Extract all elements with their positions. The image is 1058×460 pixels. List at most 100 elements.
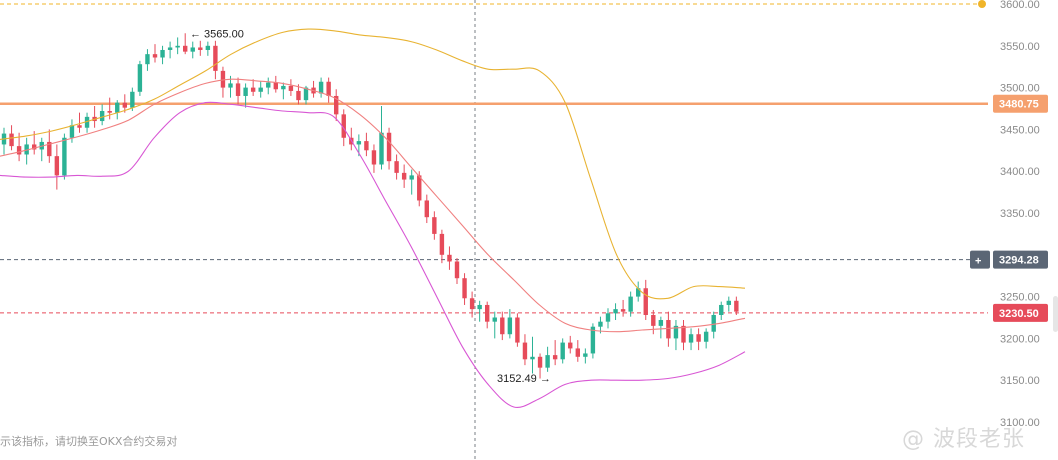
candle-body [243, 87, 248, 96]
candle-body [598, 321, 603, 327]
candle-body [183, 45, 188, 52]
indicator-notice: 示该指标，请切换至OKX合约交易对 [0, 435, 178, 448]
candle-body [99, 111, 105, 122]
y-tick-label: 3250.00 [1000, 292, 1040, 304]
candle-body [32, 144, 37, 150]
candle-body [371, 150, 377, 165]
candle-body [288, 85, 294, 91]
y-tick-label: 3450.00 [1000, 124, 1040, 136]
candle-body [266, 82, 271, 88]
candle-body [167, 47, 173, 50]
candle-body [666, 320, 671, 339]
candle-body [681, 325, 686, 343]
candle-body [477, 304, 482, 310]
candle-body [356, 141, 362, 145]
plus-icon: + [975, 256, 981, 268]
candle-body [281, 85, 286, 90]
high-annotation: ← 3565.00 [190, 28, 244, 40]
candle-body [318, 81, 324, 94]
candle-body [296, 90, 301, 101]
candle-body [658, 320, 664, 326]
candle-body [145, 54, 150, 65]
candle-body [107, 111, 112, 113]
candle-body [583, 353, 588, 357]
candle-body [228, 83, 233, 88]
candle-body [590, 326, 596, 354]
candle-body [643, 288, 648, 315]
candle-body [651, 314, 656, 326]
candle-body [130, 91, 135, 108]
price-axis-scroll-handle[interactable] [1053, 296, 1058, 332]
candle-body [334, 95, 339, 115]
candle-body [439, 233, 445, 255]
candle-body [552, 355, 558, 360]
candle-body [545, 355, 550, 368]
price-badge-label: 3230.50 [999, 308, 1039, 320]
candle-body [77, 125, 82, 128]
candle-body [734, 300, 739, 312]
y-tick-label: 3400.00 [1000, 166, 1040, 178]
candle-body [137, 64, 143, 92]
y-tick-label: 3500.00 [1000, 83, 1040, 95]
add-alert-button[interactable] [970, 250, 990, 269]
candle-body [620, 309, 626, 312]
candle-body [401, 172, 407, 180]
candle-body [24, 144, 29, 155]
candle-body [613, 309, 618, 314]
candle-body [537, 356, 543, 368]
bollinger-middle-line [0, 78, 746, 333]
candle-body [326, 81, 331, 96]
candle-body [62, 137, 67, 176]
candle-body [462, 278, 467, 299]
candle-body [515, 317, 520, 343]
candle-body [500, 317, 505, 335]
candle-body [364, 141, 369, 151]
candle-body [341, 114, 346, 138]
bollinger-upper-line [0, 28, 746, 300]
candle-body [175, 45, 180, 48]
candle-body [394, 161, 399, 173]
candle-body [703, 331, 709, 342]
candle-body [69, 125, 75, 138]
candle-body [568, 342, 573, 349]
candle-body [417, 175, 422, 201]
candle-body [560, 342, 565, 360]
candle-body [152, 54, 158, 58]
candle-body [492, 317, 497, 322]
price-badge-1 [993, 250, 1048, 269]
candle-body [628, 296, 633, 312]
y-tick-label: 3100.00 [1000, 417, 1040, 429]
candle-body [636, 288, 641, 297]
candle-body [16, 146, 22, 155]
candle-body [9, 133, 14, 147]
candle-body [84, 116, 90, 128]
candle-body [160, 49, 165, 58]
candle-body [719, 304, 724, 315]
y-tick-label: 3600.00 [1000, 0, 1040, 11]
candle-body [485, 304, 490, 322]
candle-body [54, 156, 60, 176]
candle-body [673, 325, 679, 339]
candle-body [220, 70, 226, 88]
y-tick-label: 3350.00 [1000, 208, 1040, 220]
candle-body [696, 334, 701, 342]
candle-body [386, 132, 392, 162]
candle-body [447, 254, 452, 262]
candle-body [250, 87, 256, 92]
y-tick-label: 3150.00 [1000, 375, 1040, 387]
candle-body [507, 317, 513, 335]
candle-body [213, 45, 218, 71]
candle-body [409, 175, 414, 180]
candle-body [726, 300, 731, 305]
candle-body [205, 45, 211, 50]
candle-body [198, 47, 203, 50]
candle-body [469, 298, 475, 310]
candle-body [379, 132, 384, 165]
y-tick-label: 3550.00 [1000, 41, 1040, 53]
y-tick-label: 3200.00 [1000, 333, 1040, 345]
price-badge-label: 3294.28 [999, 255, 1039, 267]
candle-body [258, 87, 263, 92]
candle-body [122, 102, 127, 108]
